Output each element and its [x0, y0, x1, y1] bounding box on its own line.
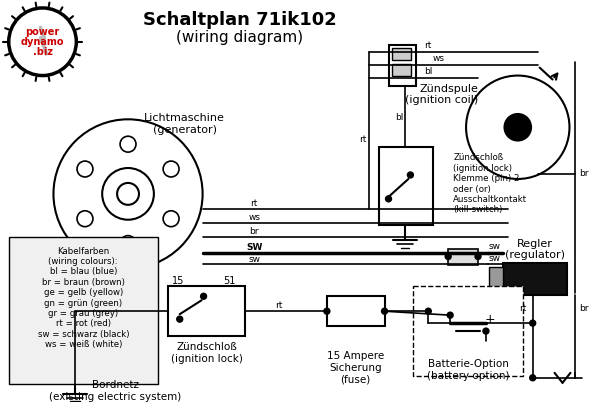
Text: rt: rt	[519, 304, 527, 313]
Bar	[392, 48, 411, 60]
Bar	[414, 286, 523, 376]
Text: (wiring diagram): (wiring diagram)	[176, 30, 303, 45]
Text: 15: 15	[172, 276, 184, 286]
Text: br: br	[579, 304, 589, 313]
Text: Regler
(regulator): Regler (regulator)	[504, 239, 565, 260]
Bar	[448, 248, 478, 265]
Text: power: power	[25, 27, 60, 37]
Circle shape	[382, 308, 388, 314]
Text: 15 Ampere
Sicherung
(fuse): 15 Ampere Sicherung (fuse)	[327, 351, 384, 385]
Circle shape	[120, 236, 136, 252]
Text: bl: bl	[424, 67, 432, 76]
Text: Batterie-Option
(battery option): Batterie-Option (battery option)	[427, 359, 509, 381]
Text: sw: sw	[489, 242, 501, 251]
Circle shape	[408, 172, 414, 178]
Bar	[168, 286, 245, 336]
Bar	[392, 64, 411, 76]
Text: Schaltplan 71ik102: Schaltplan 71ik102	[143, 11, 336, 29]
Text: ws: ws	[432, 54, 444, 63]
Text: .biz: .biz	[32, 47, 53, 57]
Text: rt: rt	[276, 301, 283, 310]
Text: Zündspule
(ignition coil): Zündspule (ignition coil)	[405, 84, 478, 105]
Circle shape	[530, 320, 536, 326]
Circle shape	[73, 308, 78, 314]
Bar	[9, 237, 158, 384]
Text: +: +	[484, 313, 495, 326]
Bar	[503, 263, 568, 295]
Circle shape	[505, 114, 530, 140]
Circle shape	[447, 312, 453, 318]
Text: Lichtmaschine
(generator): Lichtmaschine (generator)	[145, 114, 225, 135]
Circle shape	[102, 168, 154, 220]
Circle shape	[9, 8, 76, 76]
Circle shape	[483, 328, 489, 334]
Bar	[489, 267, 503, 291]
Circle shape	[425, 308, 431, 314]
Circle shape	[163, 211, 179, 227]
Circle shape	[530, 375, 536, 381]
Text: rt: rt	[251, 199, 258, 208]
Text: SW: SW	[246, 243, 263, 252]
Circle shape	[54, 119, 202, 268]
Text: 51: 51	[223, 276, 235, 286]
Text: Zündschloß
(ignition lock)
Klemme (pin) 2
oder (or)
Ausschaltkontakt
(kill-switc: Zündschloß (ignition lock) Klemme (pin) …	[453, 154, 527, 215]
Circle shape	[120, 136, 136, 152]
Bar	[389, 45, 417, 86]
Text: sw: sw	[248, 255, 260, 264]
Text: sw: sw	[489, 254, 501, 263]
Text: dynamo: dynamo	[21, 37, 64, 47]
Circle shape	[466, 76, 569, 179]
Circle shape	[163, 161, 179, 177]
Circle shape	[385, 196, 392, 202]
Circle shape	[117, 183, 139, 205]
Bar	[379, 147, 433, 225]
Text: br: br	[579, 170, 589, 179]
Text: br: br	[250, 227, 259, 236]
Text: Bordnetz
(existing electric system): Bordnetz (existing electric system)	[49, 380, 181, 402]
Text: ws: ws	[248, 213, 260, 222]
Text: rt: rt	[425, 41, 432, 50]
Text: Kabelfarben
(wiring colours):
bl = blau (blue)
br = braun (brown)
ge = gelb (yel: Kabelfarben (wiring colours): bl = blau …	[38, 246, 129, 349]
Circle shape	[201, 293, 206, 299]
Circle shape	[445, 254, 451, 259]
Circle shape	[475, 254, 481, 259]
Circle shape	[324, 308, 330, 314]
Text: Zündschloß
(ignition lock): Zündschloß (ignition lock)	[171, 342, 242, 364]
Bar	[327, 296, 385, 326]
Circle shape	[177, 316, 183, 322]
Circle shape	[77, 211, 93, 227]
Text: rt: rt	[359, 135, 366, 144]
Text: bl: bl	[395, 113, 404, 122]
Circle shape	[77, 161, 93, 177]
